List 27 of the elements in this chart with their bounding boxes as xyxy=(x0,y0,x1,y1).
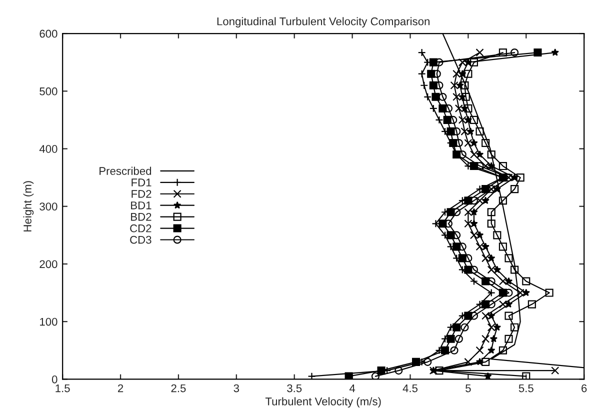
x-tick-label: 3.5 xyxy=(287,384,302,392)
legend-label: FD1 xyxy=(132,178,152,186)
x-tick-label: 5 xyxy=(466,384,471,392)
y-tick-label: 300 xyxy=(40,202,58,210)
legend-label: CD2 xyxy=(130,224,152,232)
x-tick-label: 6 xyxy=(582,384,587,392)
x-axis-title: Turbulent Velocity (m/s) xyxy=(265,397,381,408)
legend-label: BD2 xyxy=(131,212,152,221)
x-tick-label: 4.5 xyxy=(402,384,418,392)
y-tick-label: 600 xyxy=(40,30,58,38)
chart-title: Longitudinal Turbulent Velocity Comparison xyxy=(217,17,430,28)
y-tick-label: 200 xyxy=(40,260,58,268)
x-tick-label: 2.5 xyxy=(171,384,186,392)
legend-label: Prescribed xyxy=(100,166,152,175)
legend-label: CD3 xyxy=(130,236,152,244)
legend-label: FD2 xyxy=(132,190,152,198)
y-tick-label: 0 xyxy=(52,375,58,384)
x-tick-label: 4 xyxy=(349,384,356,392)
y-axis-title: Height (m) xyxy=(23,181,34,232)
legend-label: BD1 xyxy=(131,202,152,210)
x-tick-label: 1.5 xyxy=(56,384,70,392)
x-tick-label: 2 xyxy=(118,384,124,392)
y-tick-label: 400 xyxy=(39,145,58,153)
y-tick-label: 100 xyxy=(40,318,58,326)
y-tick-label: 500 xyxy=(40,87,58,96)
x-tick-label: 5.5 xyxy=(518,384,534,392)
x-tick-label: 3 xyxy=(234,384,240,392)
